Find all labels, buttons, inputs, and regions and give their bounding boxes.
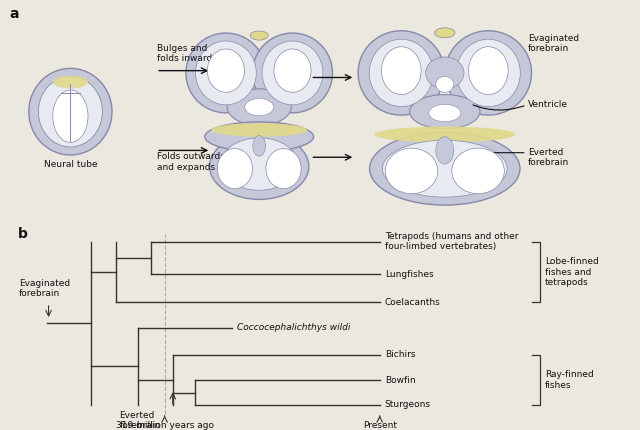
Ellipse shape xyxy=(244,98,274,116)
Ellipse shape xyxy=(436,77,454,92)
Text: Neural tube: Neural tube xyxy=(44,160,97,169)
Text: a: a xyxy=(10,7,19,21)
Ellipse shape xyxy=(410,95,480,129)
Text: Coccocephalichthys wildi: Coccocephalichthys wildi xyxy=(237,323,351,332)
Ellipse shape xyxy=(253,135,266,156)
Text: Tetrapods (humans and other
four-limbed vertebrates): Tetrapods (humans and other four-limbed … xyxy=(385,232,518,252)
Text: Everted
forebrain: Everted forebrain xyxy=(528,147,569,167)
Ellipse shape xyxy=(218,149,252,189)
Ellipse shape xyxy=(385,148,438,194)
Ellipse shape xyxy=(374,126,515,142)
Ellipse shape xyxy=(274,49,311,92)
Ellipse shape xyxy=(369,39,433,107)
Ellipse shape xyxy=(445,31,531,115)
Ellipse shape xyxy=(456,39,520,107)
Ellipse shape xyxy=(196,41,256,105)
Ellipse shape xyxy=(370,132,520,205)
Text: Ventricle: Ventricle xyxy=(528,100,568,109)
Ellipse shape xyxy=(211,123,307,137)
Text: Ray-finned
fishes: Ray-finned fishes xyxy=(545,370,593,390)
Ellipse shape xyxy=(381,47,421,95)
Ellipse shape xyxy=(436,137,454,164)
Ellipse shape xyxy=(426,57,464,89)
Ellipse shape xyxy=(468,47,508,95)
Ellipse shape xyxy=(253,33,333,113)
Text: b: b xyxy=(18,227,28,241)
Text: Lobe-finned
fishes and
tetrapods: Lobe-finned fishes and tetrapods xyxy=(545,257,598,287)
Text: 319 million years ago: 319 million years ago xyxy=(116,421,214,430)
Text: Bichirs: Bichirs xyxy=(385,350,415,359)
Text: Evaginated
forebrain: Evaginated forebrain xyxy=(528,34,579,53)
Ellipse shape xyxy=(210,133,309,200)
Text: Folds outwards
and expands: Folds outwards and expands xyxy=(157,152,225,172)
Ellipse shape xyxy=(221,138,298,190)
Ellipse shape xyxy=(207,49,244,92)
Text: Evaginated
forebrain: Evaginated forebrain xyxy=(19,279,70,298)
Ellipse shape xyxy=(452,148,504,194)
Ellipse shape xyxy=(38,77,102,147)
Ellipse shape xyxy=(266,149,301,189)
Text: Bowfin: Bowfin xyxy=(385,376,415,385)
Ellipse shape xyxy=(227,89,291,126)
Ellipse shape xyxy=(53,76,88,89)
Ellipse shape xyxy=(358,31,445,115)
Ellipse shape xyxy=(435,28,455,38)
Ellipse shape xyxy=(429,104,461,122)
Text: Sturgeons: Sturgeons xyxy=(385,400,431,409)
Text: Bulges and
folds inwards: Bulges and folds inwards xyxy=(157,44,217,64)
Ellipse shape xyxy=(205,122,314,151)
Text: Coelacanths: Coelacanths xyxy=(385,298,440,307)
Ellipse shape xyxy=(53,90,88,142)
Ellipse shape xyxy=(250,31,268,40)
Ellipse shape xyxy=(262,41,323,105)
Ellipse shape xyxy=(383,140,507,197)
Text: Everted
forebrain: Everted forebrain xyxy=(120,411,161,430)
Ellipse shape xyxy=(29,68,112,155)
Text: Lungfishes: Lungfishes xyxy=(385,270,433,279)
Ellipse shape xyxy=(186,33,266,113)
Text: Present: Present xyxy=(363,421,397,430)
